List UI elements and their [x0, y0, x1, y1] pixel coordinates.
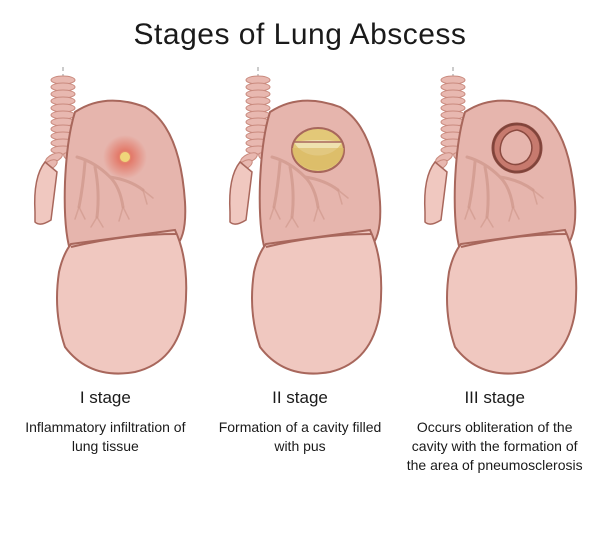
- stage-panel-3: III stage Occurs obliteration of the cav…: [401, 62, 588, 475]
- lung-diagram-2: [210, 62, 390, 382]
- stage-panel-2: II stage Formation of a cavity filled wi…: [207, 62, 394, 475]
- stage-desc-1: Inflammatory infiltration of lung tissue: [12, 418, 199, 456]
- lung-diagram-1: [15, 62, 195, 382]
- lung-diagram-3: [405, 62, 585, 382]
- stage-panel-1: I stage Inflammatory infiltration of lun…: [12, 62, 199, 475]
- page-title: Stages of Lung Abscess: [0, 0, 600, 52]
- stage-desc-2: Formation of a cavity filled with pus: [207, 418, 394, 456]
- panel-row: I stage Inflammatory infiltration of lun…: [0, 52, 600, 475]
- stage-label-2: II stage: [272, 388, 328, 408]
- stage-label-1: I stage: [80, 388, 131, 408]
- stage-desc-3: Occurs obliteration of the cavity with t…: [401, 418, 588, 475]
- stage-label-3: III stage: [464, 388, 524, 408]
